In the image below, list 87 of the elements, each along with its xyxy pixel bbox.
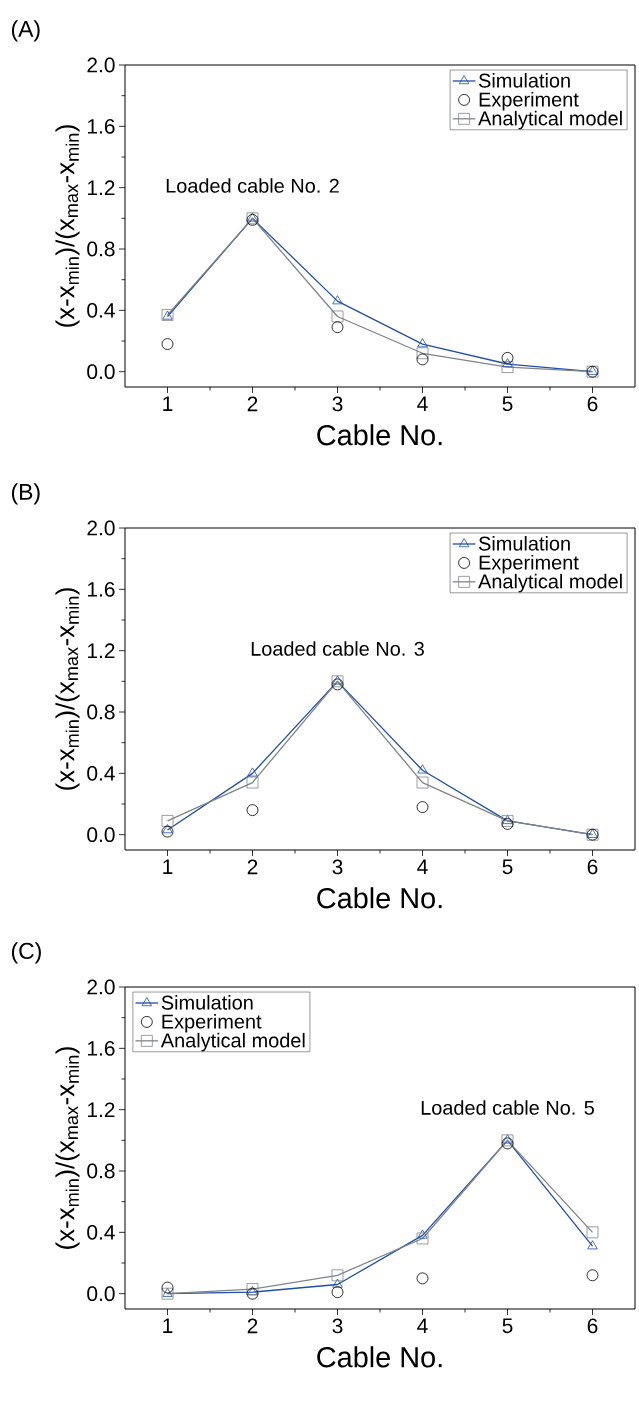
y-tick-label: 0.8 bbox=[87, 1163, 115, 1179]
x-tick-label: 6 bbox=[587, 859, 598, 875]
point bbox=[332, 1278, 343, 1288]
point bbox=[247, 767, 258, 777]
y-axis-title: (x-x$_{min}$)/(x$_{max}$-x$_{min}$) bbox=[55, 1047, 80, 1249]
y-tick-label: 1.2 bbox=[87, 643, 115, 658]
y-tick-label: 2.0 bbox=[87, 57, 115, 73]
y-axis-title: (x-x$_{min}$)/(x$_{max}$-x$_{min}$) bbox=[55, 588, 80, 790]
x-tick-label: 3 bbox=[332, 1318, 343, 1334]
point bbox=[416, 353, 429, 366]
y-tick-label: 0.0 bbox=[87, 827, 115, 843]
point bbox=[331, 321, 344, 334]
legend-label: Analytical model bbox=[478, 110, 622, 130]
y-tick-label: 0.4 bbox=[87, 765, 115, 781]
point bbox=[501, 351, 514, 364]
point bbox=[416, 1232, 429, 1245]
y-axis-title: (x-x$_{min}$)/(x$_{max}$-x$_{min}$) bbox=[55, 125, 80, 327]
point bbox=[502, 358, 513, 368]
point bbox=[332, 295, 343, 305]
x-tick-label: 6 bbox=[587, 396, 598, 412]
chart-title: (A) bbox=[11, 20, 40, 42]
x-axis-title: Cable No. bbox=[317, 887, 442, 909]
point bbox=[161, 1281, 174, 1294]
x-tick-label: 5 bbox=[502, 396, 513, 412]
y-tick-label: 0.4 bbox=[87, 302, 115, 318]
chart-title: (C) bbox=[11, 942, 41, 964]
point bbox=[416, 801, 429, 813]
point bbox=[417, 1229, 428, 1239]
y-tick-label: 1.2 bbox=[87, 1102, 115, 1117]
chart-title: (B) bbox=[11, 483, 40, 505]
point bbox=[161, 814, 174, 827]
legend-label: Experiment bbox=[479, 554, 579, 574]
y-tick-label: 0.8 bbox=[87, 241, 115, 257]
point bbox=[331, 1286, 344, 1299]
y-tick-label: 1.2 bbox=[87, 180, 115, 195]
y-tick-label: 2.0 bbox=[87, 520, 115, 536]
x-tick-label: 6 bbox=[587, 1318, 598, 1334]
legend-label: Simulation bbox=[478, 536, 570, 551]
legend-label: Simulation bbox=[478, 73, 570, 88]
legend-label: Analytical model bbox=[160, 1032, 305, 1052]
x-tick-label: 1 bbox=[163, 396, 173, 411]
y-tick-label: 2.0 bbox=[87, 979, 115, 995]
x-tick-label: 5 bbox=[502, 859, 513, 875]
point bbox=[416, 776, 429, 789]
y-tick-label: 1.6 bbox=[87, 1040, 115, 1056]
x-tick-label: 1 bbox=[163, 1318, 173, 1333]
point bbox=[586, 1269, 599, 1282]
x-tick-label: 4 bbox=[417, 859, 428, 874]
x-tick-label: 5 bbox=[502, 1318, 513, 1334]
point bbox=[246, 1287, 259, 1300]
legend-label: Experiment bbox=[162, 1013, 262, 1033]
y-tick-label: 0.0 bbox=[87, 1286, 115, 1302]
y-tick-label: 1.6 bbox=[87, 581, 115, 597]
point bbox=[416, 1272, 429, 1285]
y-tick-label: 0.8 bbox=[87, 704, 115, 720]
point bbox=[331, 310, 344, 323]
x-axis-title: Cable No. bbox=[317, 424, 442, 446]
x-tick-label: 4 bbox=[417, 1318, 428, 1333]
x-tick-label: 3 bbox=[332, 859, 343, 875]
x-axis-title: Cable No. bbox=[317, 1346, 442, 1368]
point bbox=[162, 824, 173, 834]
point bbox=[587, 1240, 598, 1250]
y-tick-label: 1.6 bbox=[87, 118, 115, 134]
point bbox=[331, 1269, 344, 1282]
annotation: Loaded cable No. 2 bbox=[166, 178, 339, 193]
point bbox=[246, 776, 259, 789]
point bbox=[417, 338, 428, 348]
point bbox=[417, 764, 428, 774]
point bbox=[501, 361, 514, 373]
x-tick-label: 2 bbox=[247, 1318, 258, 1334]
point bbox=[586, 1226, 599, 1239]
x-tick-label: 2 bbox=[247, 859, 258, 875]
legend-label: Simulation bbox=[161, 995, 253, 1010]
point bbox=[161, 338, 174, 350]
x-tick-label: 1 bbox=[163, 859, 173, 874]
annotation: Loaded cable No. 5 bbox=[421, 1100, 594, 1115]
y-tick-label: 0.4 bbox=[87, 1224, 115, 1240]
legend-label: Experiment bbox=[479, 91, 579, 111]
x-tick-label: 4 bbox=[417, 396, 428, 411]
x-tick-label: 2 bbox=[247, 396, 258, 412]
legend-label: Analytical model bbox=[478, 573, 622, 593]
point bbox=[246, 804, 259, 817]
y-tick-label: 0.0 bbox=[87, 364, 115, 380]
annotation: Loaded cable No. 3 bbox=[251, 641, 424, 656]
point bbox=[161, 825, 174, 838]
x-tick-label: 3 bbox=[332, 396, 343, 412]
point bbox=[416, 347, 429, 360]
